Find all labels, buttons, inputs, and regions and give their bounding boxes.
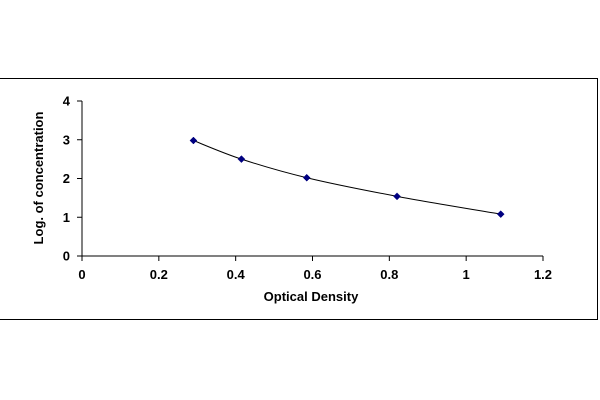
points-layer [189,136,505,219]
x-tick-label: 0.8 [380,267,398,282]
data-point [393,192,401,201]
data-point [496,210,505,219]
y-tick-label: 4 [63,94,71,109]
x-axis-title: Optical Density [264,289,359,304]
y-axis-title: Log. of concentration [31,112,46,245]
ticks-layer: 0 1 2 3 4 0 0.2 0.4 0.6 0.8 1 1.2 [63,94,552,283]
curve-layer [193,140,501,215]
series-line [193,140,501,215]
x-tick-label: 1 [463,267,470,282]
x-tick-label: 0 [78,267,85,282]
data-point [237,155,246,163]
y-tick-label: 0 [63,249,70,264]
x-tick-label: 0.2 [150,267,168,282]
axes [81,101,543,257]
data-point [302,173,311,182]
y-tick-label: 1 [63,210,70,225]
y-tick-label: 2 [63,171,70,186]
x-tick-label: 0.4 [227,267,246,282]
x-tick-label: 1.2 [534,267,552,282]
chart-frame [0,78,598,320]
y-tick-label: 3 [63,132,70,147]
data-point [189,136,198,145]
x-tick-label: 0.6 [303,267,321,282]
